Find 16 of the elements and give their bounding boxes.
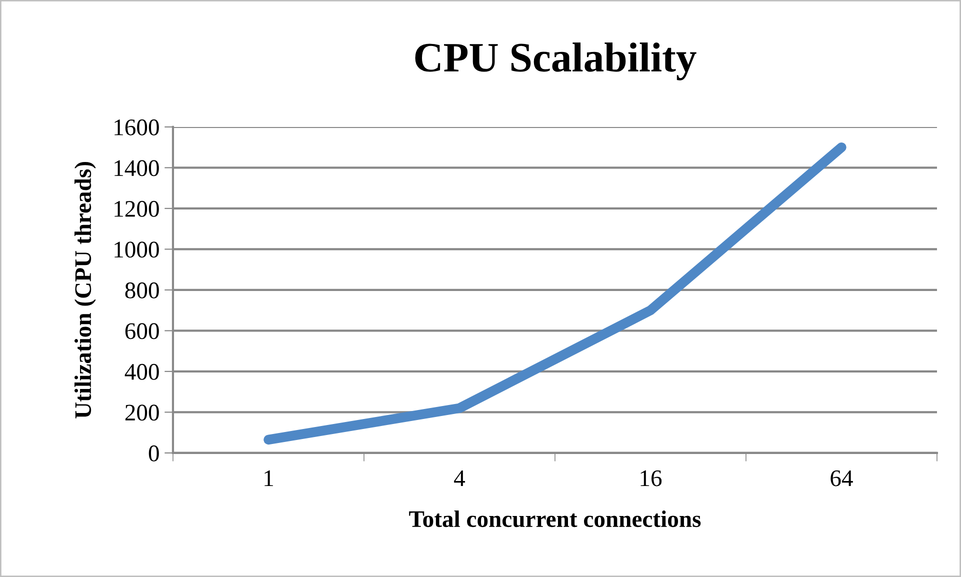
x-tick-label: 16 [640,470,662,486]
y-tick-label: 400 [124,364,159,380]
y-tick-label: 1400 [114,160,159,176]
y-tick-label: 1600 [114,119,159,136]
x-tick-label: 1 [264,470,273,486]
x-tick-label: 64 [830,470,853,486]
y-tick-label: 1000 [114,242,159,258]
y-tick-label: 0 [148,445,159,462]
y-tick-label: 600 [125,323,159,340]
y-tick-label: 800 [125,282,159,298]
y-tick-label: 200 [125,404,159,421]
chart-title: CPU Scalability [415,42,696,80]
x-tick-label: 4 [454,470,466,486]
y-axis-title: Utilization (CPU threads) [74,162,96,418]
x-axis-title: Total concurrent connections [409,510,701,528]
y-tick-label: 1200 [114,200,159,217]
